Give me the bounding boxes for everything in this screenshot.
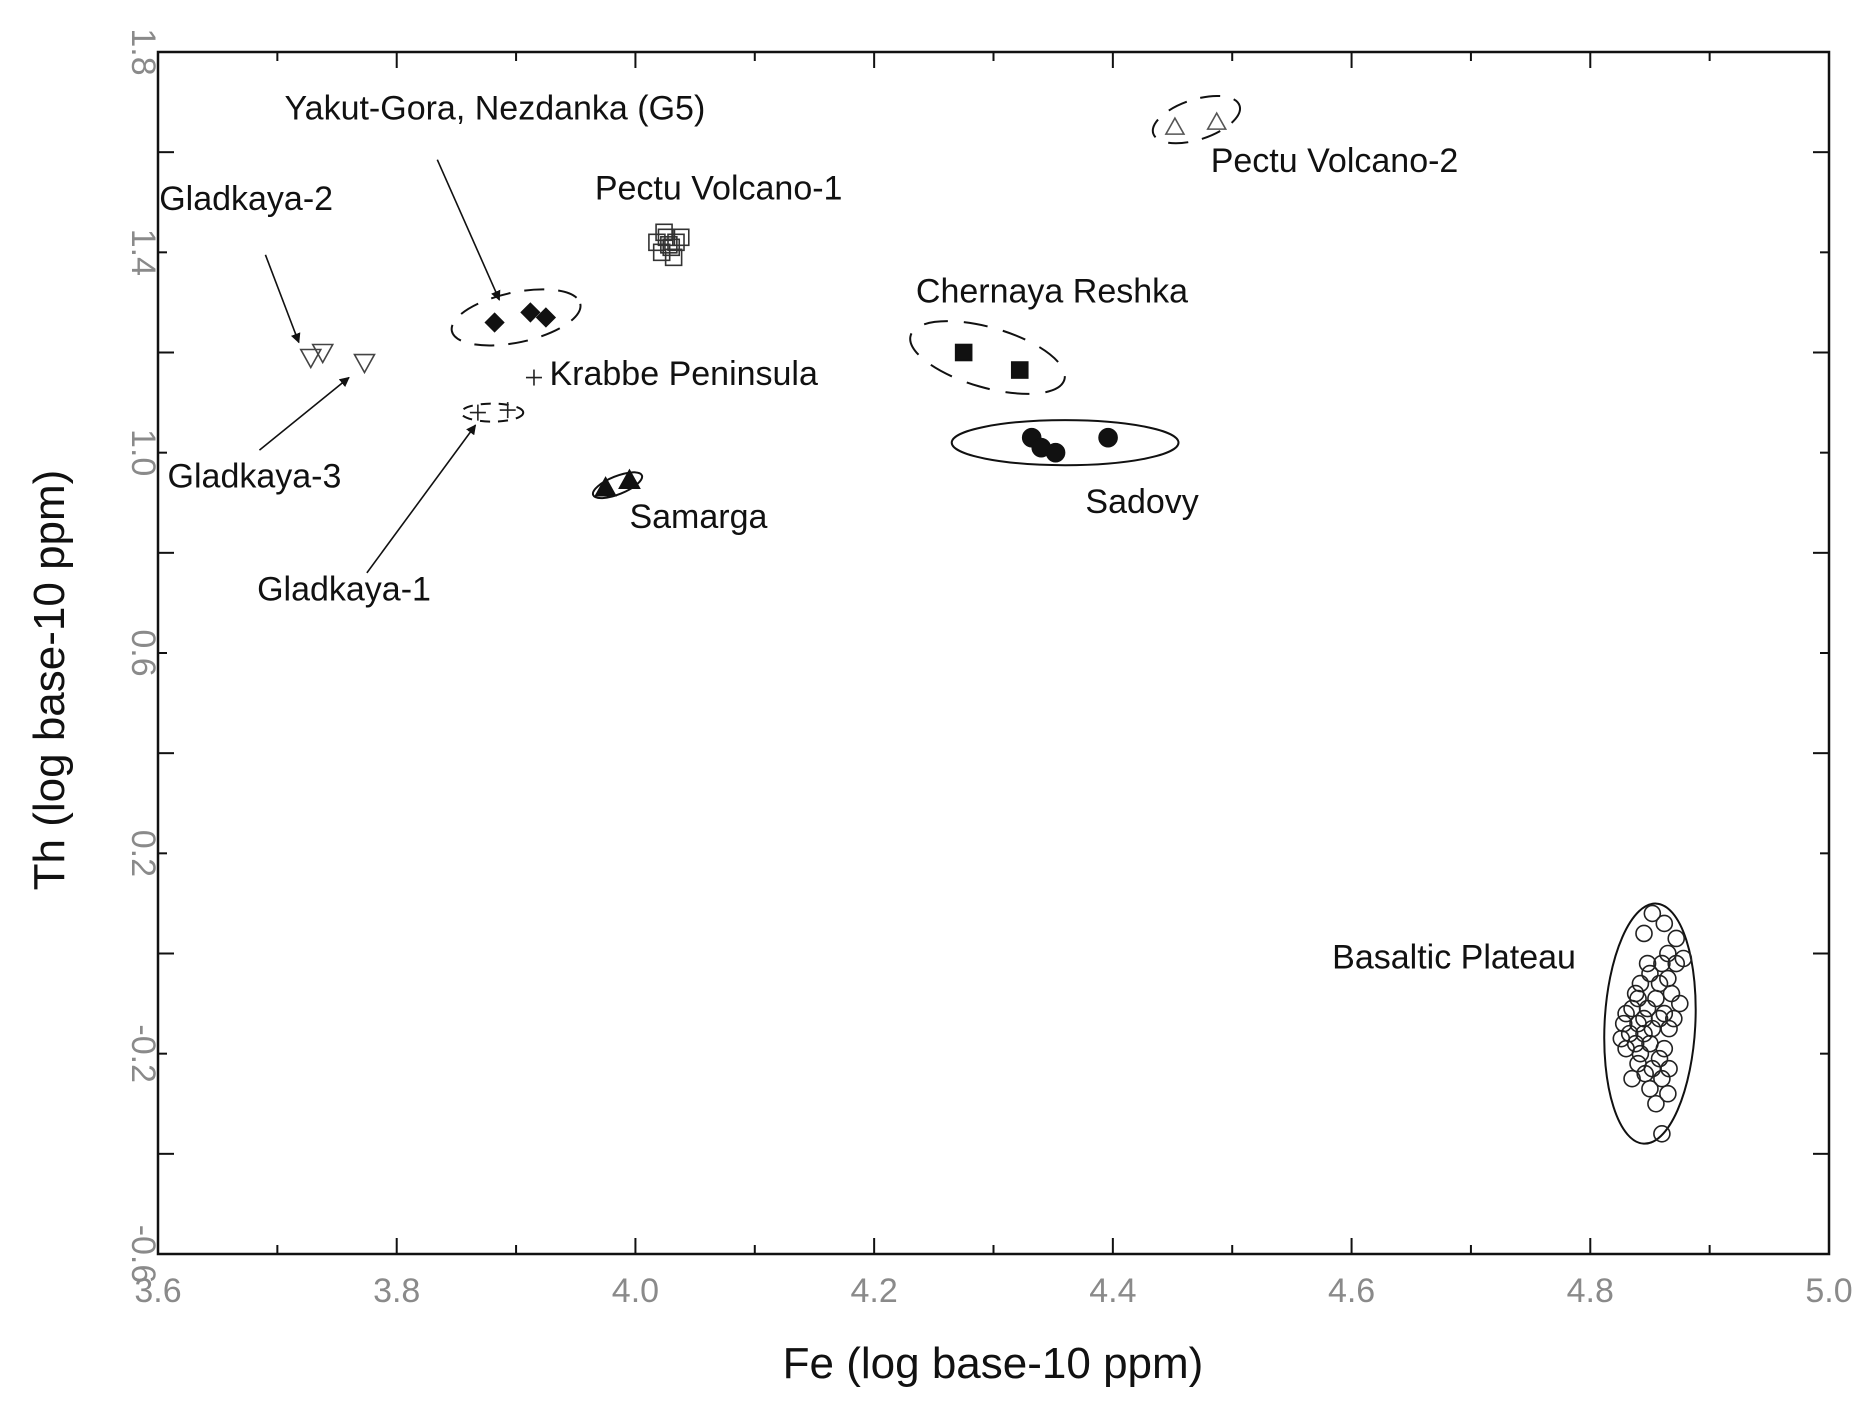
group-label-gladkaya1: Gladkaya-1 bbox=[257, 570, 431, 608]
data-point bbox=[1655, 1004, 1674, 1023]
data-point bbox=[1653, 1125, 1671, 1143]
data-point bbox=[1667, 929, 1686, 948]
data-point bbox=[1641, 964, 1659, 983]
annotation-arrow bbox=[264, 254, 301, 344]
data-point bbox=[1164, 116, 1186, 135]
data-point bbox=[1206, 111, 1228, 130]
data-point bbox=[520, 302, 541, 323]
data-point bbox=[535, 307, 557, 328]
data-point bbox=[667, 233, 685, 252]
x-tick-label: 3.8 bbox=[373, 1272, 420, 1310]
group-label-krabbe: Krabbe Peninsula bbox=[549, 355, 818, 393]
y-tick-label: -0.2 bbox=[124, 1024, 162, 1083]
group-labels: Yakut-Gora, Nezdanka (G5) Pectu Volcano-1… bbox=[159, 90, 1576, 977]
data-point bbox=[1662, 984, 1681, 1003]
x-tick-label: 5.0 bbox=[1805, 1272, 1852, 1310]
data-point bbox=[1647, 1094, 1665, 1113]
data-point bbox=[1655, 1039, 1674, 1058]
data-point bbox=[469, 404, 486, 421]
x-tick-label: 3.6 bbox=[134, 1272, 181, 1310]
data-point bbox=[1659, 969, 1677, 988]
group-ellipse bbox=[460, 402, 525, 423]
y-axis-title: Th (log base-10 ppm) bbox=[25, 470, 74, 891]
data-point bbox=[484, 312, 505, 333]
data-point bbox=[311, 343, 335, 365]
data-point bbox=[1636, 1064, 1654, 1083]
x-tick-label: 4.6 bbox=[1328, 1272, 1375, 1310]
group-ellipse bbox=[909, 320, 1066, 395]
x-axis-title: Fe (log base-10 ppm) bbox=[783, 1339, 1204, 1388]
data-point bbox=[1638, 999, 1657, 1018]
data-point bbox=[1671, 994, 1689, 1013]
group-label-pectu2: Pectu Volcano-2 bbox=[1211, 142, 1459, 180]
data-point bbox=[1638, 954, 1657, 973]
group-label-pectu1: Pectu Volcano-1 bbox=[595, 170, 843, 208]
y-tick-label: 1.0 bbox=[124, 429, 162, 476]
y-tick-label: -0.6 bbox=[124, 1225, 162, 1284]
group-label-yakut-gora: Yakut-Gora, Nezdanka (G5) bbox=[285, 90, 706, 128]
group-label-gladkaya2: Gladkaya-2 bbox=[159, 180, 333, 218]
data-point bbox=[1667, 954, 1686, 973]
group-label-samarga: Samarga bbox=[629, 498, 767, 536]
data-point bbox=[1653, 1069, 1671, 1088]
group-ellipses bbox=[450, 94, 1697, 1145]
data-point bbox=[1655, 914, 1674, 933]
group-label-basaltic: Basaltic Plateau bbox=[1332, 939, 1576, 977]
data-point bbox=[1623, 1069, 1641, 1088]
data-point bbox=[1643, 904, 1662, 923]
data-point bbox=[660, 236, 678, 254]
annotation-arrow bbox=[258, 376, 350, 451]
data-point bbox=[499, 402, 516, 419]
data-point bbox=[662, 238, 681, 257]
data-point bbox=[1660, 1019, 1678, 1038]
annotation-arrow bbox=[436, 159, 501, 301]
data-point bbox=[618, 468, 641, 490]
y-tick-label: 0.2 bbox=[124, 830, 162, 877]
data-point bbox=[1631, 1044, 1650, 1063]
data-point bbox=[1098, 427, 1118, 448]
data-point bbox=[299, 348, 323, 370]
y-tick-label: 0.6 bbox=[124, 629, 162, 676]
data-point bbox=[1010, 361, 1029, 379]
data-point bbox=[1617, 1004, 1635, 1023]
x-tick-label: 4.0 bbox=[612, 1272, 659, 1310]
axis-ticks: 3.6 3.8 4.0 4.2 4.4 4.6 4.8 5.0 -0.6 -0.2 0.2 0.6 1.… bbox=[124, 28, 1853, 1310]
group-ellipse bbox=[1151, 94, 1241, 145]
data-points bbox=[299, 111, 1693, 1143]
x-tick-label: 4.8 bbox=[1567, 1272, 1614, 1310]
data-point bbox=[1631, 974, 1650, 993]
group-ellipse bbox=[1603, 902, 1697, 1145]
group-ellipse bbox=[450, 288, 582, 347]
data-point bbox=[1665, 1009, 1683, 1028]
data-point bbox=[655, 223, 673, 242]
data-point bbox=[1659, 1084, 1677, 1103]
group-label-chernaya: Chernaya Reshka bbox=[916, 272, 1188, 310]
x-tick-label: 4.2 bbox=[851, 1272, 898, 1310]
x-tick-label: 4.4 bbox=[1089, 1272, 1136, 1310]
y-tick-label: 1.4 bbox=[124, 229, 162, 276]
data-point bbox=[1635, 924, 1653, 943]
data-point bbox=[1626, 1034, 1645, 1053]
plot-frame bbox=[156, 50, 1831, 1256]
group-ellipse bbox=[950, 419, 1180, 467]
data-point bbox=[1626, 984, 1645, 1003]
annotation-arrows bbox=[258, 159, 501, 574]
y-tick-label: 1.8 bbox=[124, 28, 162, 75]
data-point bbox=[1653, 954, 1671, 973]
data-point bbox=[1647, 989, 1665, 1008]
group-label-gladkaya3: Gladkaya-3 bbox=[168, 458, 342, 496]
data-point bbox=[664, 248, 683, 267]
data-point bbox=[1045, 442, 1066, 463]
group-label-sadovy: Sadovy bbox=[1085, 483, 1198, 521]
annotation-arrow bbox=[366, 424, 477, 574]
data-point bbox=[648, 233, 666, 252]
data-point bbox=[594, 476, 617, 497]
data-point bbox=[1641, 1079, 1659, 1098]
group-ellipse bbox=[591, 471, 644, 500]
data-point bbox=[525, 369, 542, 386]
data-point bbox=[353, 353, 376, 375]
data-point bbox=[954, 343, 973, 362]
